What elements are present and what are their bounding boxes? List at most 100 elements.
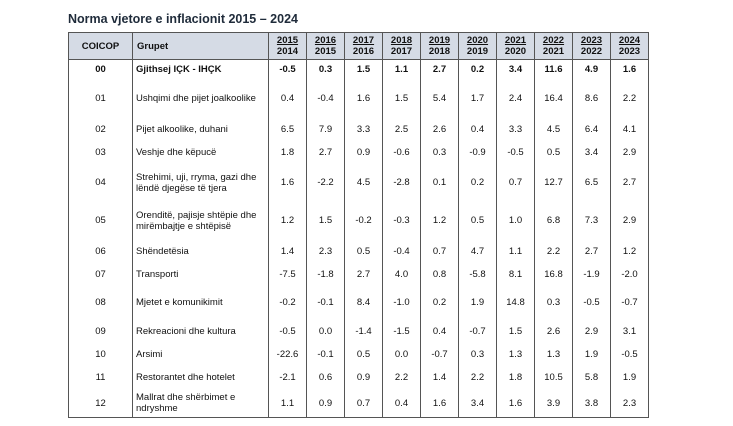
row-value: 2.2 xyxy=(610,79,649,118)
table-row: 02 Pijet alkoolike, duhani 6.5 7.9 3.3 2.5 2.6… xyxy=(68,117,649,142)
header-name: Grupet xyxy=(132,32,269,60)
row-value: 2.7 xyxy=(572,239,611,264)
row-value: 1.2 xyxy=(420,201,459,240)
row-code: 02 xyxy=(68,117,133,142)
row-group-name: Pijet alkoolike, duhani xyxy=(132,117,269,142)
header-year-top: 2020 xyxy=(466,35,489,46)
row-value: 0.8 xyxy=(420,263,459,286)
row-group-name: Restorantet dhe hotelet xyxy=(132,365,269,390)
row-value: -0.7 xyxy=(420,343,459,366)
row-value: -5.8 xyxy=(458,263,497,286)
row-value: 1.5 xyxy=(344,59,383,80)
row-value: 1.5 xyxy=(306,201,345,240)
row-value: 2.9 xyxy=(610,141,649,164)
row-value: -0.9 xyxy=(458,141,497,164)
row-value: 5.4 xyxy=(420,79,459,118)
row-value: 1.2 xyxy=(610,239,649,264)
header-year-top: 2023 xyxy=(580,35,603,46)
row-value: 0.2 xyxy=(420,285,459,320)
row-value: 11.6 xyxy=(534,59,573,80)
row-value: 1.6 xyxy=(610,59,649,80)
row-value: -1.4 xyxy=(344,319,383,344)
table-row: 11 Restorantet dhe hotelet -2.1 0.6 0.9 2.2 1.… xyxy=(68,365,649,390)
header-year-top: 2022 xyxy=(542,35,565,46)
row-group-name: Ushqimi dhe pijet joalkoolike xyxy=(132,79,269,118)
header-year-top: 2021 xyxy=(504,35,527,46)
row-value: 0.3 xyxy=(534,285,573,320)
row-code: 04 xyxy=(68,163,133,202)
header-year-top: 2017 xyxy=(352,35,375,46)
row-value: -0.1 xyxy=(306,343,345,366)
row-value: 0.5 xyxy=(344,343,383,366)
table-title: Norma vjetore e inflacionit 2015 – 2024 xyxy=(68,12,298,26)
header-year-bottom: 2017 xyxy=(390,46,413,57)
row-value: 0.7 xyxy=(496,163,535,202)
row-code: 12 xyxy=(68,389,133,418)
header-year-bottom: 2021 xyxy=(542,46,565,57)
row-value: 3.4 xyxy=(496,59,535,80)
row-group-name: Arsimi xyxy=(132,343,269,366)
row-value: 1.8 xyxy=(268,141,307,164)
row-group-name: Strehimi, uji, rryma, gazi dhe lëndë dje… xyxy=(132,163,269,202)
row-value: 0.7 xyxy=(420,239,459,264)
row-value: 4.9 xyxy=(572,59,611,80)
row-value: 1.2 xyxy=(268,201,307,240)
row-group-name: Shëndetësia xyxy=(132,239,269,264)
row-value: 0.9 xyxy=(344,141,383,164)
row-value: 3.4 xyxy=(572,141,611,164)
row-value: -1.8 xyxy=(306,263,345,286)
row-value: 1.8 xyxy=(496,365,535,390)
row-value: -0.5 xyxy=(268,59,307,80)
row-value: 2.2 xyxy=(458,365,497,390)
table-row: 06 Shëndetësia 1.4 2.3 0.5 -0.4 0.7 4.7 1.1 2.2 2.… xyxy=(68,239,649,264)
header-year-bottom: 2015 xyxy=(314,46,337,57)
table-row: 00 Gjithsej IÇK - IHÇK -0.5 0.3 1.5 1.1 2.7 0.2… xyxy=(68,59,649,80)
table-row: 01 Ushqimi dhe pijet joalkoolike 0.4 -0.4 1.… xyxy=(68,79,649,118)
header-year-bottom: 2016 xyxy=(352,46,375,57)
row-value: 1.6 xyxy=(268,163,307,202)
row-value: 1.4 xyxy=(268,239,307,264)
row-value: -1.0 xyxy=(382,285,421,320)
header-year-top: 2019 xyxy=(428,35,451,46)
row-value: 0.5 xyxy=(458,201,497,240)
row-value: -0.1 xyxy=(306,285,345,320)
row-value: -0.3 xyxy=(382,201,421,240)
row-value: -0.5 xyxy=(496,141,535,164)
row-value: -0.4 xyxy=(382,239,421,264)
row-value: -2.8 xyxy=(382,163,421,202)
table-row: 09 Rekreacioni dhe kultura -0.5 0.0 -1.4 -1.5… xyxy=(68,319,649,344)
row-value: 0.4 xyxy=(458,117,497,142)
row-value: 16.8 xyxy=(534,263,573,286)
row-code: 03 xyxy=(68,141,133,164)
header-year: 2023 2022 xyxy=(572,32,611,60)
row-value: 2.3 xyxy=(610,389,649,418)
row-value: -0.4 xyxy=(306,79,345,118)
table-row: 04 Strehimi, uji, rryma, gazi dhe lëndë d… xyxy=(68,163,649,202)
row-value: -1.9 xyxy=(572,263,611,286)
row-value: 0.2 xyxy=(458,59,497,80)
row-value: 2.9 xyxy=(610,201,649,240)
row-value: 0.9 xyxy=(306,389,345,418)
row-value: 0.0 xyxy=(306,319,345,344)
table-row: 05 Orenditë, pajisje shtëpie dhe mirëmbaj… xyxy=(68,201,649,240)
row-value: 0.4 xyxy=(382,389,421,418)
row-value: 2.4 xyxy=(496,79,535,118)
row-value: 1.9 xyxy=(572,343,611,366)
row-value: 3.3 xyxy=(496,117,535,142)
header-year: 2024 2023 xyxy=(610,32,649,60)
row-value: 3.3 xyxy=(344,117,383,142)
row-value: 2.6 xyxy=(420,117,459,142)
row-value: 4.5 xyxy=(534,117,573,142)
row-code: 06 xyxy=(68,239,133,264)
header-year: 2016 2015 xyxy=(306,32,345,60)
header-year-bottom: 2022 xyxy=(580,46,603,57)
header-year: 2020 2019 xyxy=(458,32,497,60)
row-group-name: Mallrat dhe shërbimet e ndryshme xyxy=(132,389,269,418)
row-value: 2.2 xyxy=(534,239,573,264)
row-value: 1.4 xyxy=(420,365,459,390)
row-value: 5.8 xyxy=(572,365,611,390)
row-value: 1.0 xyxy=(496,201,535,240)
row-value: -0.6 xyxy=(382,141,421,164)
header-year: 2021 2020 xyxy=(496,32,535,60)
row-value: 16.4 xyxy=(534,79,573,118)
